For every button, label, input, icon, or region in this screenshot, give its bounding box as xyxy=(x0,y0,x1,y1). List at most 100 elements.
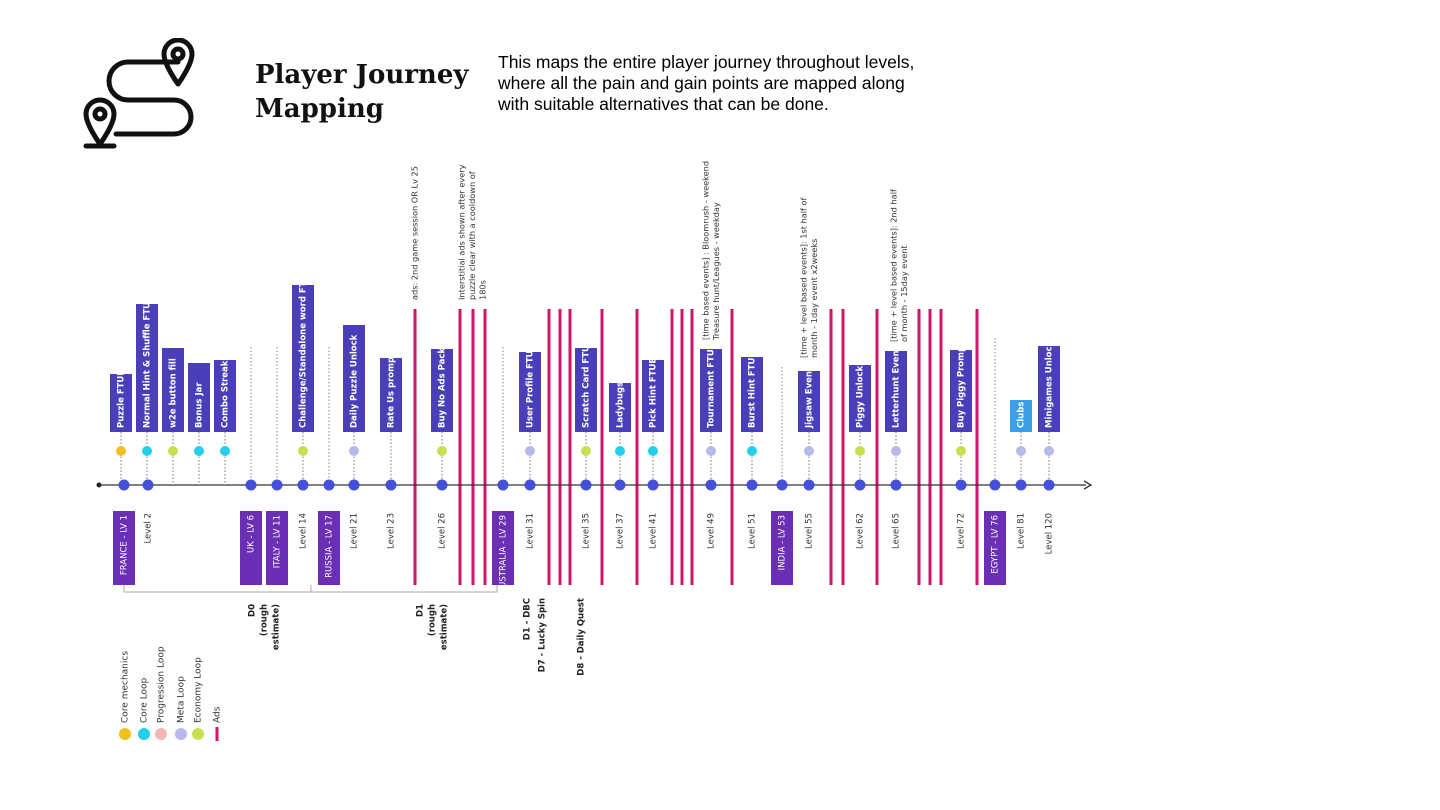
legend-swatch xyxy=(192,728,204,740)
country-label: INDIA - LV 53 xyxy=(778,515,788,570)
level-dot xyxy=(955,479,967,491)
country-marker xyxy=(984,511,1006,585)
ad-marker xyxy=(471,309,475,585)
page-title: Player Journey Mapping xyxy=(255,60,469,124)
feature-bar xyxy=(188,363,210,432)
feature-bar xyxy=(609,383,631,432)
loop-category-dot xyxy=(706,446,716,456)
legend-label: Economy Loop xyxy=(194,657,204,723)
feature-bar xyxy=(162,348,184,432)
annotation-text: 180s xyxy=(478,280,488,300)
loop-category-dot xyxy=(168,446,178,456)
feature-bar xyxy=(431,349,453,432)
annotation-text: Interstitial ads shown after every xyxy=(457,164,467,300)
feature-label: Challenge/Standalone word FTUE xyxy=(299,269,309,428)
ad-marker xyxy=(917,309,921,585)
loop-category-dot xyxy=(581,446,591,456)
loop-category-dot xyxy=(804,446,814,456)
loop-category-dot xyxy=(349,446,359,456)
feature-bar xyxy=(700,349,722,432)
feature-label: Buy No Ads Pack xyxy=(438,348,448,428)
loop-category-dot xyxy=(648,446,658,456)
feature-bar xyxy=(136,304,158,432)
axis-arrow-icon xyxy=(1083,480,1093,490)
ad-marker xyxy=(928,309,932,585)
ad-marker xyxy=(680,309,684,585)
ad-marker xyxy=(975,309,979,585)
level-label: Level 2 xyxy=(144,513,154,544)
level-label: Level 35 xyxy=(582,513,592,549)
loop-category-dot xyxy=(956,446,966,456)
loop-category-dot xyxy=(525,446,535,456)
feature-bar xyxy=(741,357,763,432)
feature-label: Ladybugs xyxy=(616,382,626,428)
level-label: Level 14 xyxy=(299,513,309,549)
country-marker xyxy=(492,511,514,585)
day-label: (rough xyxy=(260,604,270,636)
feature-bar xyxy=(519,352,541,432)
level-dot xyxy=(890,479,902,491)
ad-marker xyxy=(413,309,417,585)
feature-bar xyxy=(343,325,365,432)
feature-bar xyxy=(1010,400,1032,432)
feature-bar xyxy=(110,374,132,432)
level-dot xyxy=(297,479,309,491)
legend-swatch xyxy=(155,728,167,740)
ad-marker xyxy=(730,309,734,585)
day-label: D8 - Daily Quest xyxy=(577,598,587,676)
feature-bar xyxy=(849,365,871,432)
level-dot xyxy=(497,479,509,491)
feature-bar xyxy=(292,285,314,432)
feature-label: Piggy Unlocks xyxy=(856,361,866,428)
feature-label: Letterhunt Event xyxy=(892,346,902,428)
level-dot xyxy=(1043,479,1055,491)
country-label: UK - LV 6 xyxy=(247,515,257,553)
loop-category-dot xyxy=(615,446,625,456)
day-label: D1 xyxy=(416,604,426,617)
feature-label: w2e button fill xyxy=(169,358,179,428)
country-label: FRANCE - LV 1 xyxy=(120,515,130,575)
feature-label: Jigsaw Event xyxy=(805,367,815,429)
ad-marker xyxy=(635,309,639,585)
level-dot xyxy=(436,479,448,491)
legend-label: Core mechanics xyxy=(121,651,131,723)
annotation-text: puzzle clear with a cooldown of xyxy=(467,170,477,300)
country-marker xyxy=(266,511,288,585)
route-map-icon xyxy=(83,38,195,149)
feature-label: Rate Us prompt xyxy=(387,353,397,428)
loop-category-dot xyxy=(891,446,901,456)
annotation-text: [time + level based events]: 1st half of xyxy=(799,196,809,358)
annotation-text: [time + level based events]: 2nd half xyxy=(889,188,899,342)
ad-marker xyxy=(690,309,694,585)
ad-marker xyxy=(841,309,845,585)
day-label: D7 - Lucky Spin xyxy=(538,598,548,672)
country-marker xyxy=(318,511,340,585)
country-marker xyxy=(240,511,262,585)
feature-label: Puzzle FTUE xyxy=(117,370,127,428)
level-dot xyxy=(614,479,626,491)
feature-bar xyxy=(380,358,402,432)
ad-marker xyxy=(829,309,833,585)
level-label: Level 55 xyxy=(805,513,815,549)
feature-label: Minigames Unlock xyxy=(1045,340,1055,428)
annotation-text: [time based events] : Bloomrush - weeken… xyxy=(701,161,711,340)
annotation-text: ads: 2nd game session OR Lv 25 xyxy=(410,166,420,300)
level-dot xyxy=(647,479,659,491)
ad-marker xyxy=(547,309,551,585)
feature-label: Normal Hint & Shuffle FTUE xyxy=(143,296,153,428)
ad-marker xyxy=(558,309,562,585)
feature-label: User Profile FTUE xyxy=(526,344,536,428)
loop-category-dot xyxy=(298,446,308,456)
legend-swatch xyxy=(175,728,187,740)
legend-label: Ads xyxy=(213,706,223,723)
ad-marker xyxy=(670,309,674,585)
feature-label: Daily Puzzle Unlock xyxy=(350,334,360,428)
level-dot xyxy=(746,479,758,491)
level-dot xyxy=(1015,479,1027,491)
feature-label: Buy Piggy Prompt xyxy=(957,342,967,428)
feature-label: Combo Streaks xyxy=(221,356,231,428)
loop-category-dot xyxy=(437,446,447,456)
level-label: Level 120 xyxy=(1045,513,1055,554)
legend-label: Progression Loop xyxy=(157,646,167,723)
level-dot xyxy=(323,479,335,491)
